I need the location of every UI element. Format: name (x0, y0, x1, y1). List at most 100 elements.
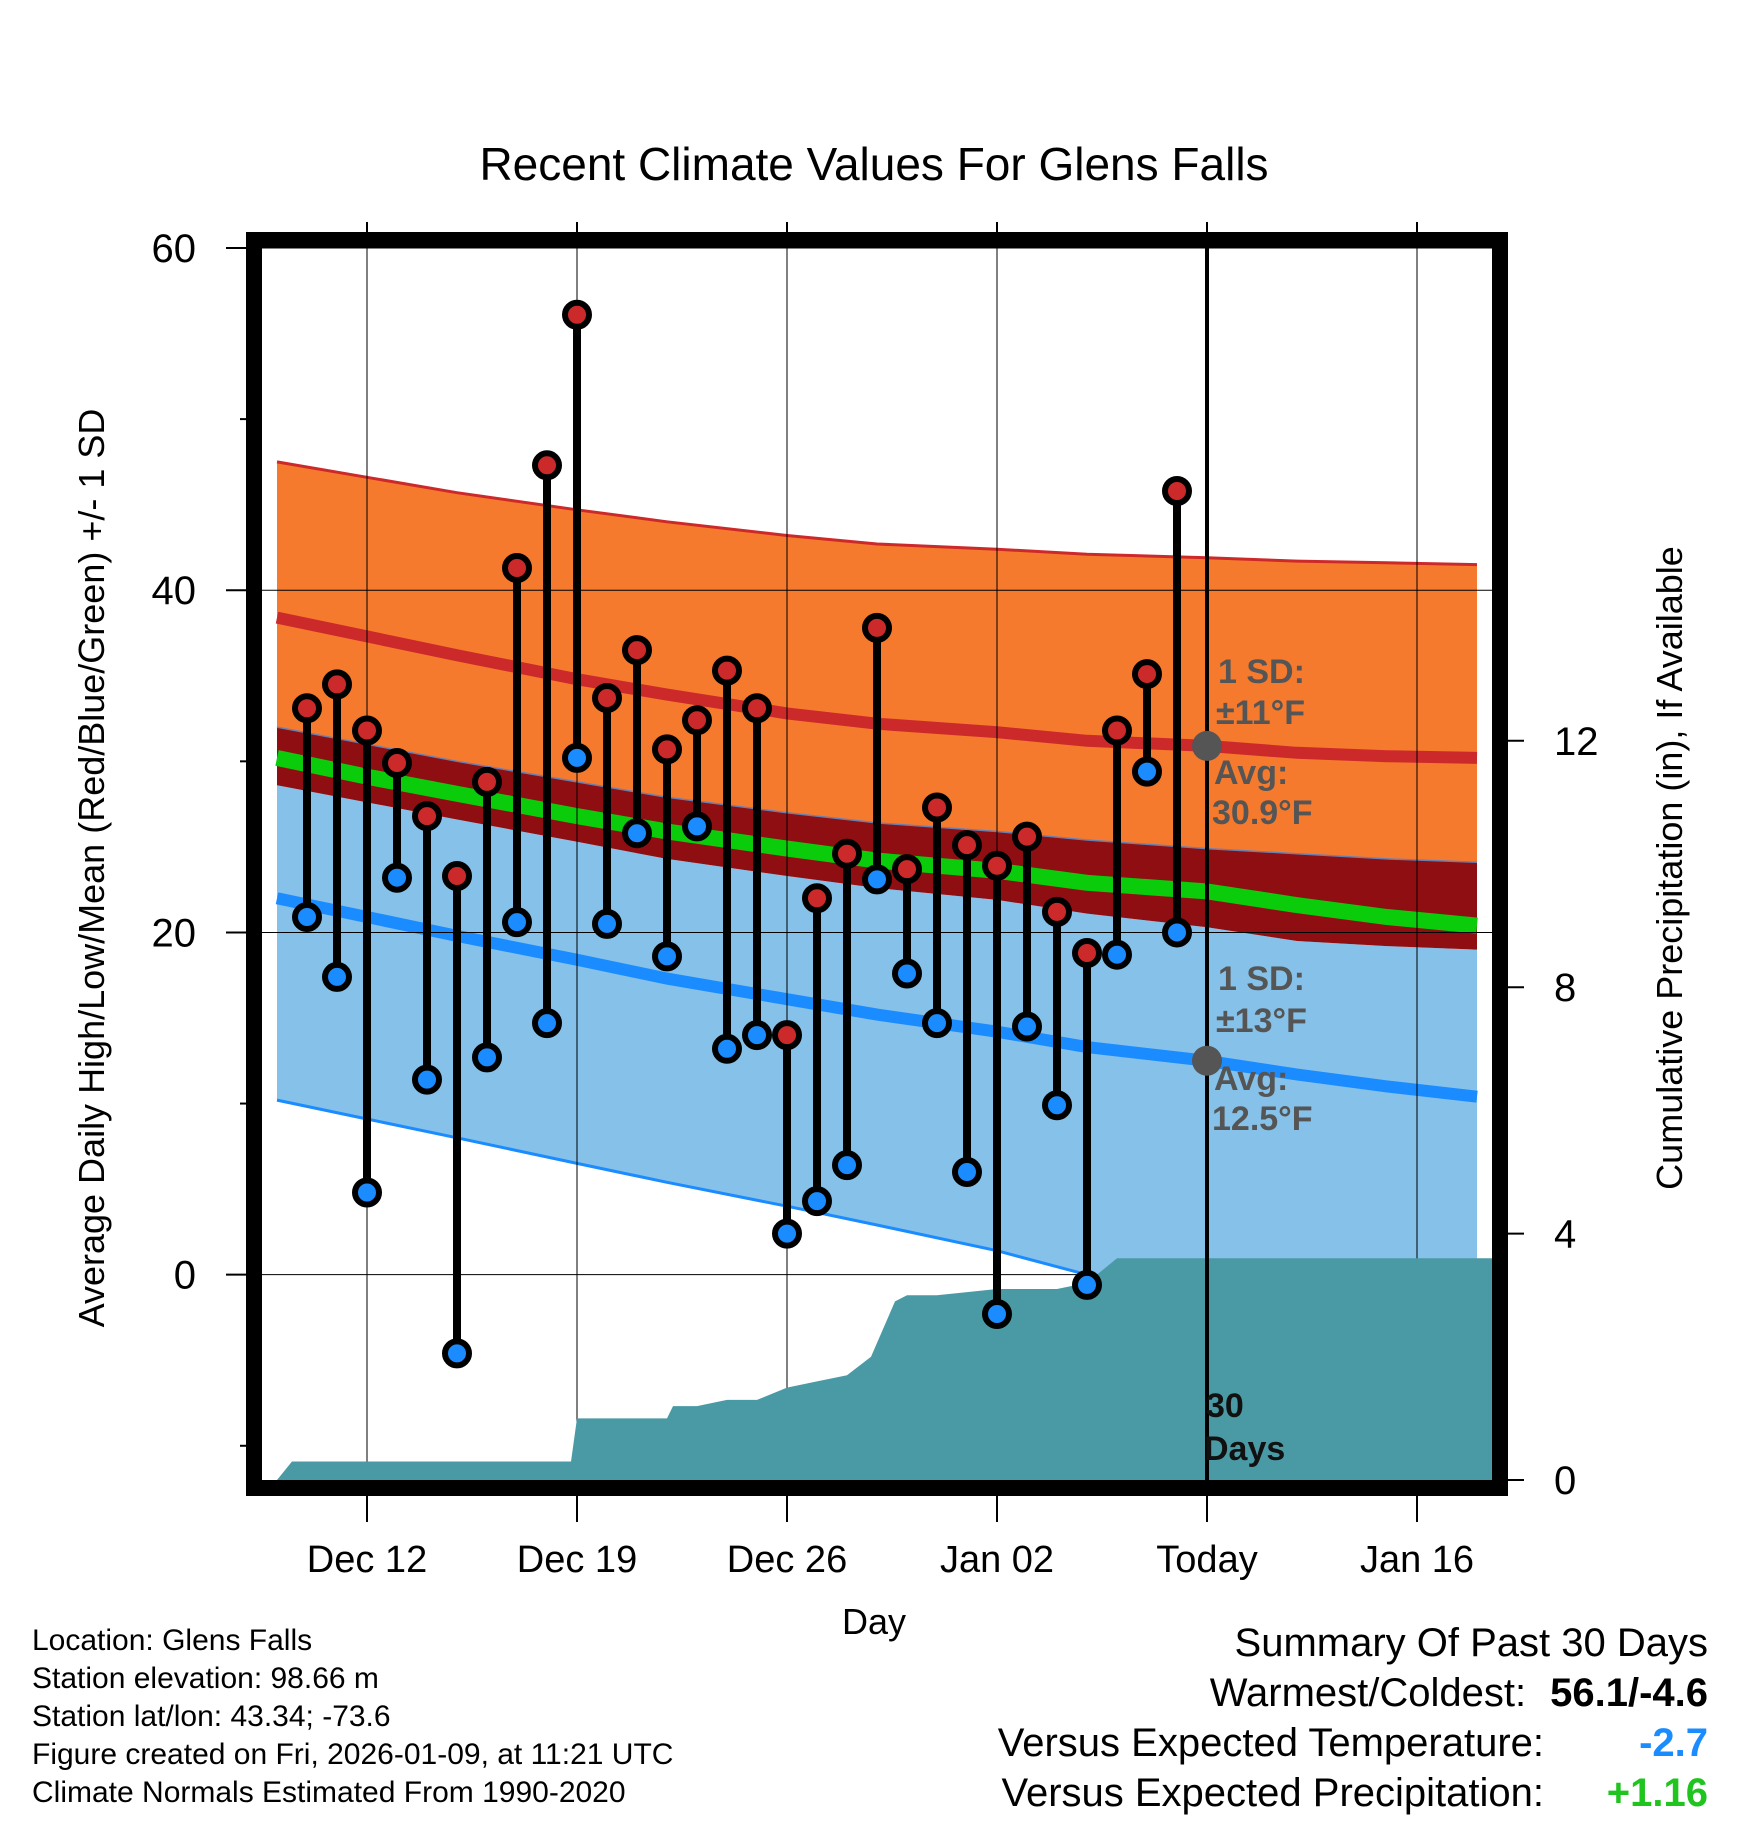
normals-text: Climate Normals Estimated From 1990-2020 (32, 1776, 626, 1809)
daily-low-point (1162, 917, 1192, 948)
plot-area (262, 248, 1492, 1480)
daily-low-point (412, 1064, 442, 1095)
avg-high-marker (1192, 730, 1222, 761)
daily-low-point (1042, 1090, 1072, 1121)
daily-high-point (1072, 937, 1102, 968)
daily-high-point (592, 683, 622, 714)
avg-low-marker (1192, 1045, 1222, 1076)
daily-low-point (952, 1157, 982, 1187)
daily-high-point (892, 854, 922, 885)
cumulative-precip-area (277, 1258, 1492, 1480)
daily-high-point (442, 860, 472, 891)
summary-title: Summary Of Past 30 Days (1234, 1621, 1708, 1665)
daily-high-point (742, 693, 772, 724)
precip-vs-expected-value: +1.16 (1606, 1771, 1708, 1815)
daily-high-point (1132, 659, 1162, 690)
daily-high-point (712, 655, 742, 686)
daily-low-point (1072, 1269, 1102, 1300)
daily-high-point (1012, 821, 1042, 852)
location-text: Location: Glens Falls (32, 1624, 313, 1657)
daily-low-point (802, 1186, 832, 1217)
daily-high-point (862, 612, 892, 643)
y2-axis-label: Cumulative Precipitation (in), If Availa… (1649, 546, 1690, 1190)
daily-low-point (1132, 756, 1162, 787)
x-tick-label: Dec 26 (727, 1539, 847, 1581)
daily-observations (292, 299, 1192, 1369)
precipitation-area (277, 1258, 1492, 1480)
low-avg-value: 12.5°F (1212, 1100, 1313, 1138)
daily-high-point (292, 693, 322, 724)
daily-high-point (472, 766, 502, 797)
high-avg-label: Avg: (1214, 754, 1288, 792)
daily-low-point (352, 1177, 382, 1208)
plot-frame (246, 232, 1508, 1496)
daily-low-point (1012, 1011, 1042, 1042)
y2-tick-label: 0 (1554, 1459, 1576, 1503)
daily-high-point (1102, 715, 1132, 746)
y-axis-label: Average Daily High/Low/Mean (Red/Blue/Gr… (71, 409, 112, 1328)
daily-high-point (382, 748, 412, 779)
today-marker (1192, 248, 1222, 1480)
daily-high-point (322, 669, 352, 700)
low-sd-label: 1 SD: (1218, 960, 1305, 998)
daily-high-point (982, 850, 1012, 881)
x-tick-label: Dec 12 (307, 1539, 427, 1581)
daily-low-point (1102, 939, 1132, 970)
daily-low-point (382, 862, 412, 893)
daily-low-point (322, 961, 352, 992)
annotations: 1 SD: ±11°F Avg: 30.9°F 1 SD: ±13°F Avg:… (1204, 653, 1313, 1468)
y-tick-label: 0 (174, 1254, 196, 1298)
daily-low-point (592, 908, 622, 939)
axes: 0 20 40 60 0 4 8 12 Dec 12 Dec 19 Dec 26 Jan 02 Toda… (152, 222, 1599, 1581)
station-info: Location: Glens Falls Station elevation:… (32, 1622, 673, 1812)
created-text: Figure created on Fri, 2026-01-09, at 11… (32, 1738, 674, 1771)
daily-high-point (412, 801, 442, 832)
daily-low-point (772, 1218, 802, 1249)
daily-high-point (622, 635, 652, 666)
daily-low-point (922, 1008, 952, 1039)
daily-low-point (292, 902, 322, 933)
daily-low-point (472, 1042, 502, 1073)
daily-low-point (862, 864, 892, 895)
daily-low-point (622, 818, 652, 849)
x-tick-label: Dec 19 (517, 1539, 637, 1581)
daily-high-point (922, 792, 952, 823)
days-word: Days (1204, 1430, 1285, 1468)
daily-high-point (502, 552, 532, 583)
x-axis-label: Day (842, 1601, 906, 1642)
daily-low-point (742, 1020, 772, 1051)
summary-warmest-row: Warmest/Coldest: 56.1/-4.6 (998, 1668, 1708, 1718)
daily-low-point (532, 1008, 562, 1039)
daily-low-point (562, 742, 592, 773)
x-tick-label: Jan 02 (940, 1539, 1054, 1581)
daily-high-point (652, 734, 682, 765)
daily-low-point (982, 1299, 1012, 1330)
high-sd-label: 1 SD: (1218, 653, 1305, 691)
daily-high-point (832, 838, 862, 869)
temp-vs-expected-value: -2.7 (1639, 1721, 1708, 1765)
chart-title: Recent Climate Values For Glens Falls (479, 138, 1268, 190)
daily-low-point (712, 1033, 742, 1064)
daily-low-point (832, 1150, 862, 1181)
summary-panel: Summary Of Past 30 Days Warmest/Coldest:… (998, 1618, 1708, 1818)
latlon-text: Station lat/lon: 43.34; -73.6 (32, 1700, 391, 1733)
warmest-label: Warmest/Coldest: (1209, 1671, 1527, 1715)
x-tick-label: Jan 16 (1360, 1539, 1474, 1581)
precip-vs-expected-label: Versus Expected Precipitation: (1001, 1771, 1544, 1815)
daily-high-point (1162, 475, 1192, 506)
summary-temp-row: Versus Expected Temperature: -2.7 (998, 1718, 1708, 1768)
y2-tick-label: 8 (1554, 966, 1576, 1010)
high-sd-value: ±11°F (1216, 694, 1305, 732)
daily-high-point (772, 1020, 802, 1051)
low-sd-value: ±13°F (1216, 1002, 1307, 1040)
summary-precip-row: Versus Expected Precipitation: +1.16 (998, 1768, 1708, 1818)
daily-high-point (532, 450, 562, 481)
high-avg-value: 30.9°F (1212, 794, 1313, 832)
daily-low-point (442, 1338, 472, 1369)
daily-high-point (1042, 896, 1072, 927)
y-tick-label: 20 (152, 911, 197, 955)
x-tick-label: Today (1156, 1539, 1257, 1581)
elevation-text: Station elevation: 98.66 m (32, 1662, 379, 1695)
temp-vs-expected-label: Versus Expected Temperature: (997, 1721, 1544, 1765)
